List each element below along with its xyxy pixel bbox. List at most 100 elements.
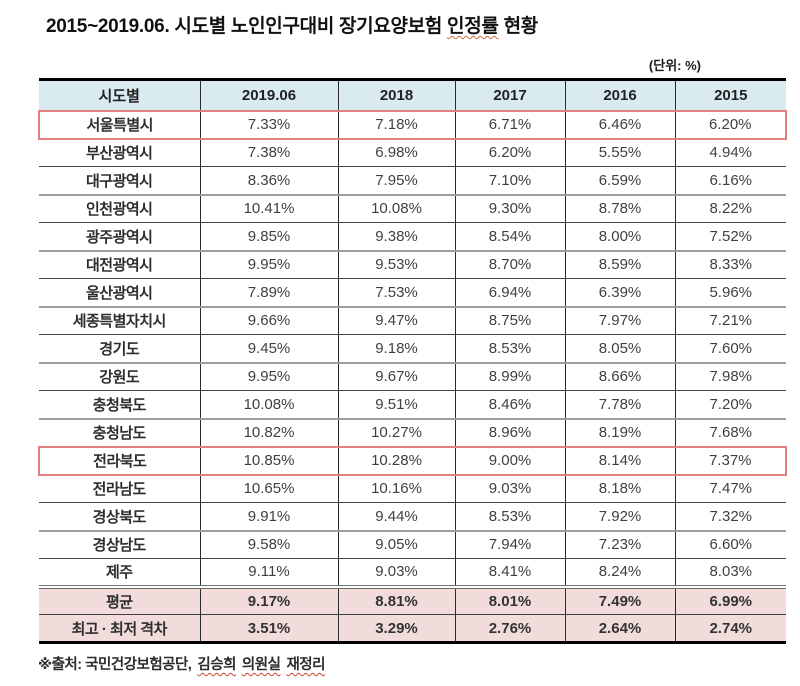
value-cell: 7.52% [674, 222, 786, 251]
value-cell: 7.38% [199, 138, 338, 167]
table-row: 충청남도 10.82% 10.27% 8.96% 8.19% 7.68% [39, 418, 786, 447]
value-cell: 10.41% [199, 194, 338, 223]
source-word-spellcheck: 김승희 [197, 657, 236, 673]
region-cell: 제주 [105, 564, 133, 582]
region-cell: 세종특별자치시 [72, 313, 167, 331]
value-cell: 10.16% [337, 474, 455, 503]
value-cell: 7.47% [674, 474, 786, 503]
value-cell: 8.01% [454, 586, 565, 615]
region-cell: 광주광역시 [85, 228, 153, 246]
value-cell: 2.64% [564, 614, 675, 643]
table-row: 충청북도 10.08% 9.51% 8.46% 7.78% 7.20% [39, 390, 786, 419]
value-cell: 8.99% [454, 362, 565, 391]
value-cell: 6.94% [454, 278, 565, 307]
table-row: 최고 · 최저 격차 3.51% 3.29% 2.76% 2.64% 2.74% [39, 614, 786, 643]
value-cell: 8.14% [564, 446, 675, 475]
unit-label: (단위: %) [648, 58, 701, 73]
value-cell: 8.53% [454, 334, 565, 363]
column-header-2017: 2017 [454, 79, 565, 111]
table-row: 경기도 9.45% 9.18% 8.53% 8.05% 7.60% [39, 334, 786, 363]
value-cell: 9.85% [199, 222, 338, 251]
value-cell: 9.17% [199, 586, 338, 615]
value-cell: 7.98% [674, 362, 786, 391]
value-cell: 8.75% [454, 306, 565, 335]
column-header-2016: 2016 [564, 79, 675, 111]
value-cell: 9.18% [337, 334, 455, 363]
title-segment-spellcheck: 인정률 [447, 16, 499, 37]
value-cell: 7.92% [564, 502, 675, 531]
value-cell: 7.95% [337, 166, 455, 195]
value-cell: 10.85% [199, 446, 338, 475]
value-cell: 8.66% [564, 362, 675, 391]
value-cell: 7.89% [199, 278, 338, 307]
column-header-2018: 2018 [337, 79, 455, 111]
value-cell: 9.47% [337, 306, 455, 335]
region-cell: 강원도 [99, 369, 140, 387]
value-cell: 2.74% [674, 614, 786, 643]
region-cell: 평균 [105, 593, 133, 611]
table-row: 부산광역시 7.38% 6.98% 6.20% 5.55% 4.94% [39, 138, 786, 167]
region-cell: 대전광역시 [85, 257, 153, 275]
region-cell: 대구광역시 [85, 172, 153, 190]
value-cell: 8.70% [454, 250, 565, 279]
value-cell: 10.65% [199, 474, 338, 503]
source-word-spellcheck: 의원실 [241, 657, 281, 673]
value-cell: 9.91% [199, 502, 338, 531]
table-row: 서울특별시 7.33% 7.18% 6.71% 6.46% 6.20% [38, 110, 787, 139]
value-cell: 7.33% [199, 110, 338, 139]
value-cell: 8.24% [564, 558, 675, 587]
column-header-2015: 2015 [674, 79, 786, 111]
source-prefix: ※출처: 국민건강보험공단, [38, 657, 192, 673]
table-row: 대전광역시 9.95% 9.53% 8.70% 8.59% 8.33% [39, 250, 786, 279]
value-cell: 7.78% [564, 390, 675, 419]
value-cell: 9.11% [199, 558, 338, 587]
value-cell: 9.51% [337, 390, 455, 419]
value-cell: 7.68% [674, 418, 786, 447]
value-cell: 6.16% [674, 166, 786, 195]
value-cell: 8.22% [674, 194, 786, 223]
table-row: 대구광역시 8.36% 7.95% 7.10% 6.59% 6.16% [39, 166, 786, 195]
table-row: 광주광역시 9.85% 9.38% 8.54% 8.00% 7.52% [39, 222, 786, 251]
value-cell: 7.10% [454, 166, 565, 195]
value-cell: 7.94% [454, 530, 565, 559]
table-row: 강원도 9.95% 9.67% 8.99% 8.66% 7.98% [39, 362, 786, 391]
page-title: 2015~2019.06. 시도별 노인인구대비 장기요양보험 인정률 현황 [0, 0, 800, 40]
value-cell: 6.71% [454, 110, 565, 139]
region-cell: 충청남도 [92, 425, 147, 442]
region-cell: 인천광역시 [85, 201, 153, 219]
value-cell: 7.18% [337, 110, 455, 139]
value-cell: 6.20% [454, 138, 565, 167]
value-cell: 6.59% [564, 166, 675, 195]
value-cell: 5.96% [674, 278, 786, 307]
value-cell: 10.27% [337, 418, 455, 447]
region-cell: 서울특별시 [38, 110, 200, 139]
table-header-row: 시도별 2019.06 2018 2017 2016 2015 [39, 79, 786, 111]
value-cell: 8.41% [454, 558, 565, 587]
table-row: 세종특별자치시 9.66% 9.47% 8.75% 7.97% 7.21% [39, 306, 786, 335]
value-cell: 8.05% [564, 334, 675, 363]
value-cell: 4.94% [674, 138, 786, 167]
title-segment: 현황 [498, 16, 539, 37]
table-row: 인천광역시 10.41% 10.08% 9.30% 8.78% 8.22% [39, 194, 786, 223]
value-cell: 7.37% [674, 446, 787, 475]
value-cell: 9.45% [199, 334, 338, 363]
value-cell: 8.53% [454, 502, 565, 531]
value-cell: 8.59% [564, 250, 675, 279]
table-row: 전라북도 10.85% 10.28% 9.00% 8.14% 7.37% [38, 446, 787, 475]
value-cell: 2.76% [454, 614, 565, 643]
value-cell: 6.98% [337, 138, 455, 167]
value-cell: 8.36% [199, 166, 338, 195]
value-cell: 7.32% [674, 502, 786, 531]
value-cell: 6.60% [674, 530, 786, 559]
source-word-spellcheck: 재정리 [286, 657, 325, 673]
region-cell: 충청북도 [92, 396, 147, 414]
value-cell: 9.03% [454, 474, 565, 503]
value-cell: 8.03% [674, 558, 786, 587]
column-header-2019-06: 2019.06 [199, 79, 338, 111]
value-cell: 6.20% [674, 110, 787, 139]
value-cell: 8.81% [337, 586, 455, 615]
value-cell: 10.82% [199, 418, 338, 447]
value-cell: 8.33% [674, 250, 786, 279]
value-cell: 9.53% [337, 250, 455, 279]
